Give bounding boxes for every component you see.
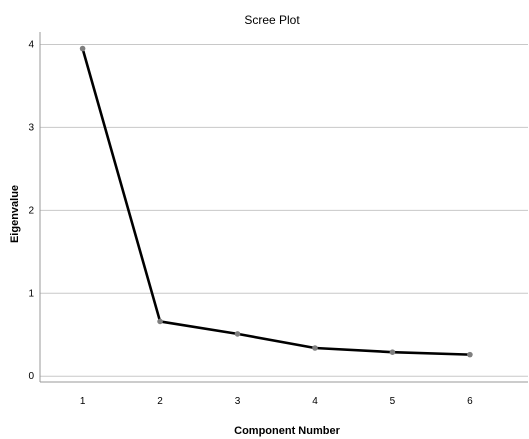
series-line <box>81 48 470 356</box>
data-point <box>157 318 163 325</box>
x-tick-label: 2 <box>157 396 163 407</box>
y-tick-label: 4 <box>28 39 34 50</box>
chart-title: Scree Plot <box>244 13 300 27</box>
x-tick-label: 6 <box>467 396 473 407</box>
y-tick-label: 3 <box>28 122 34 133</box>
y-axis-label: Eigenvalue <box>9 185 21 243</box>
data-point <box>467 351 473 358</box>
data-point <box>312 345 318 351</box>
y-axis-ticks: 0 1 2 3 4 <box>28 39 34 382</box>
x-tick-label: 3 <box>235 396 241 407</box>
y-tick-label: 2 <box>28 205 34 216</box>
y-tick-label: 1 <box>28 288 34 299</box>
data-point <box>234 331 241 337</box>
x-axis-label: Component Number <box>234 425 340 437</box>
x-tick-label: 4 <box>312 396 318 407</box>
data-point <box>389 349 396 355</box>
series-layer <box>79 45 473 358</box>
x-tick-label: 1 <box>80 396 86 407</box>
x-axis-ticks: 1 2 3 4 5 6 <box>80 396 473 407</box>
grid-lines <box>40 43 528 377</box>
x-tick-label: 5 <box>390 396 396 407</box>
data-point <box>79 45 86 52</box>
y-tick-label: 0 <box>28 371 34 382</box>
